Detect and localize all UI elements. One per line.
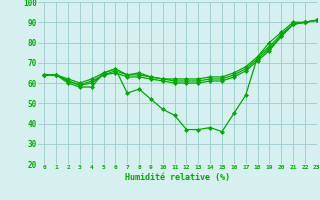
X-axis label: Humidité relative (%): Humidité relative (%) [125, 173, 230, 182]
